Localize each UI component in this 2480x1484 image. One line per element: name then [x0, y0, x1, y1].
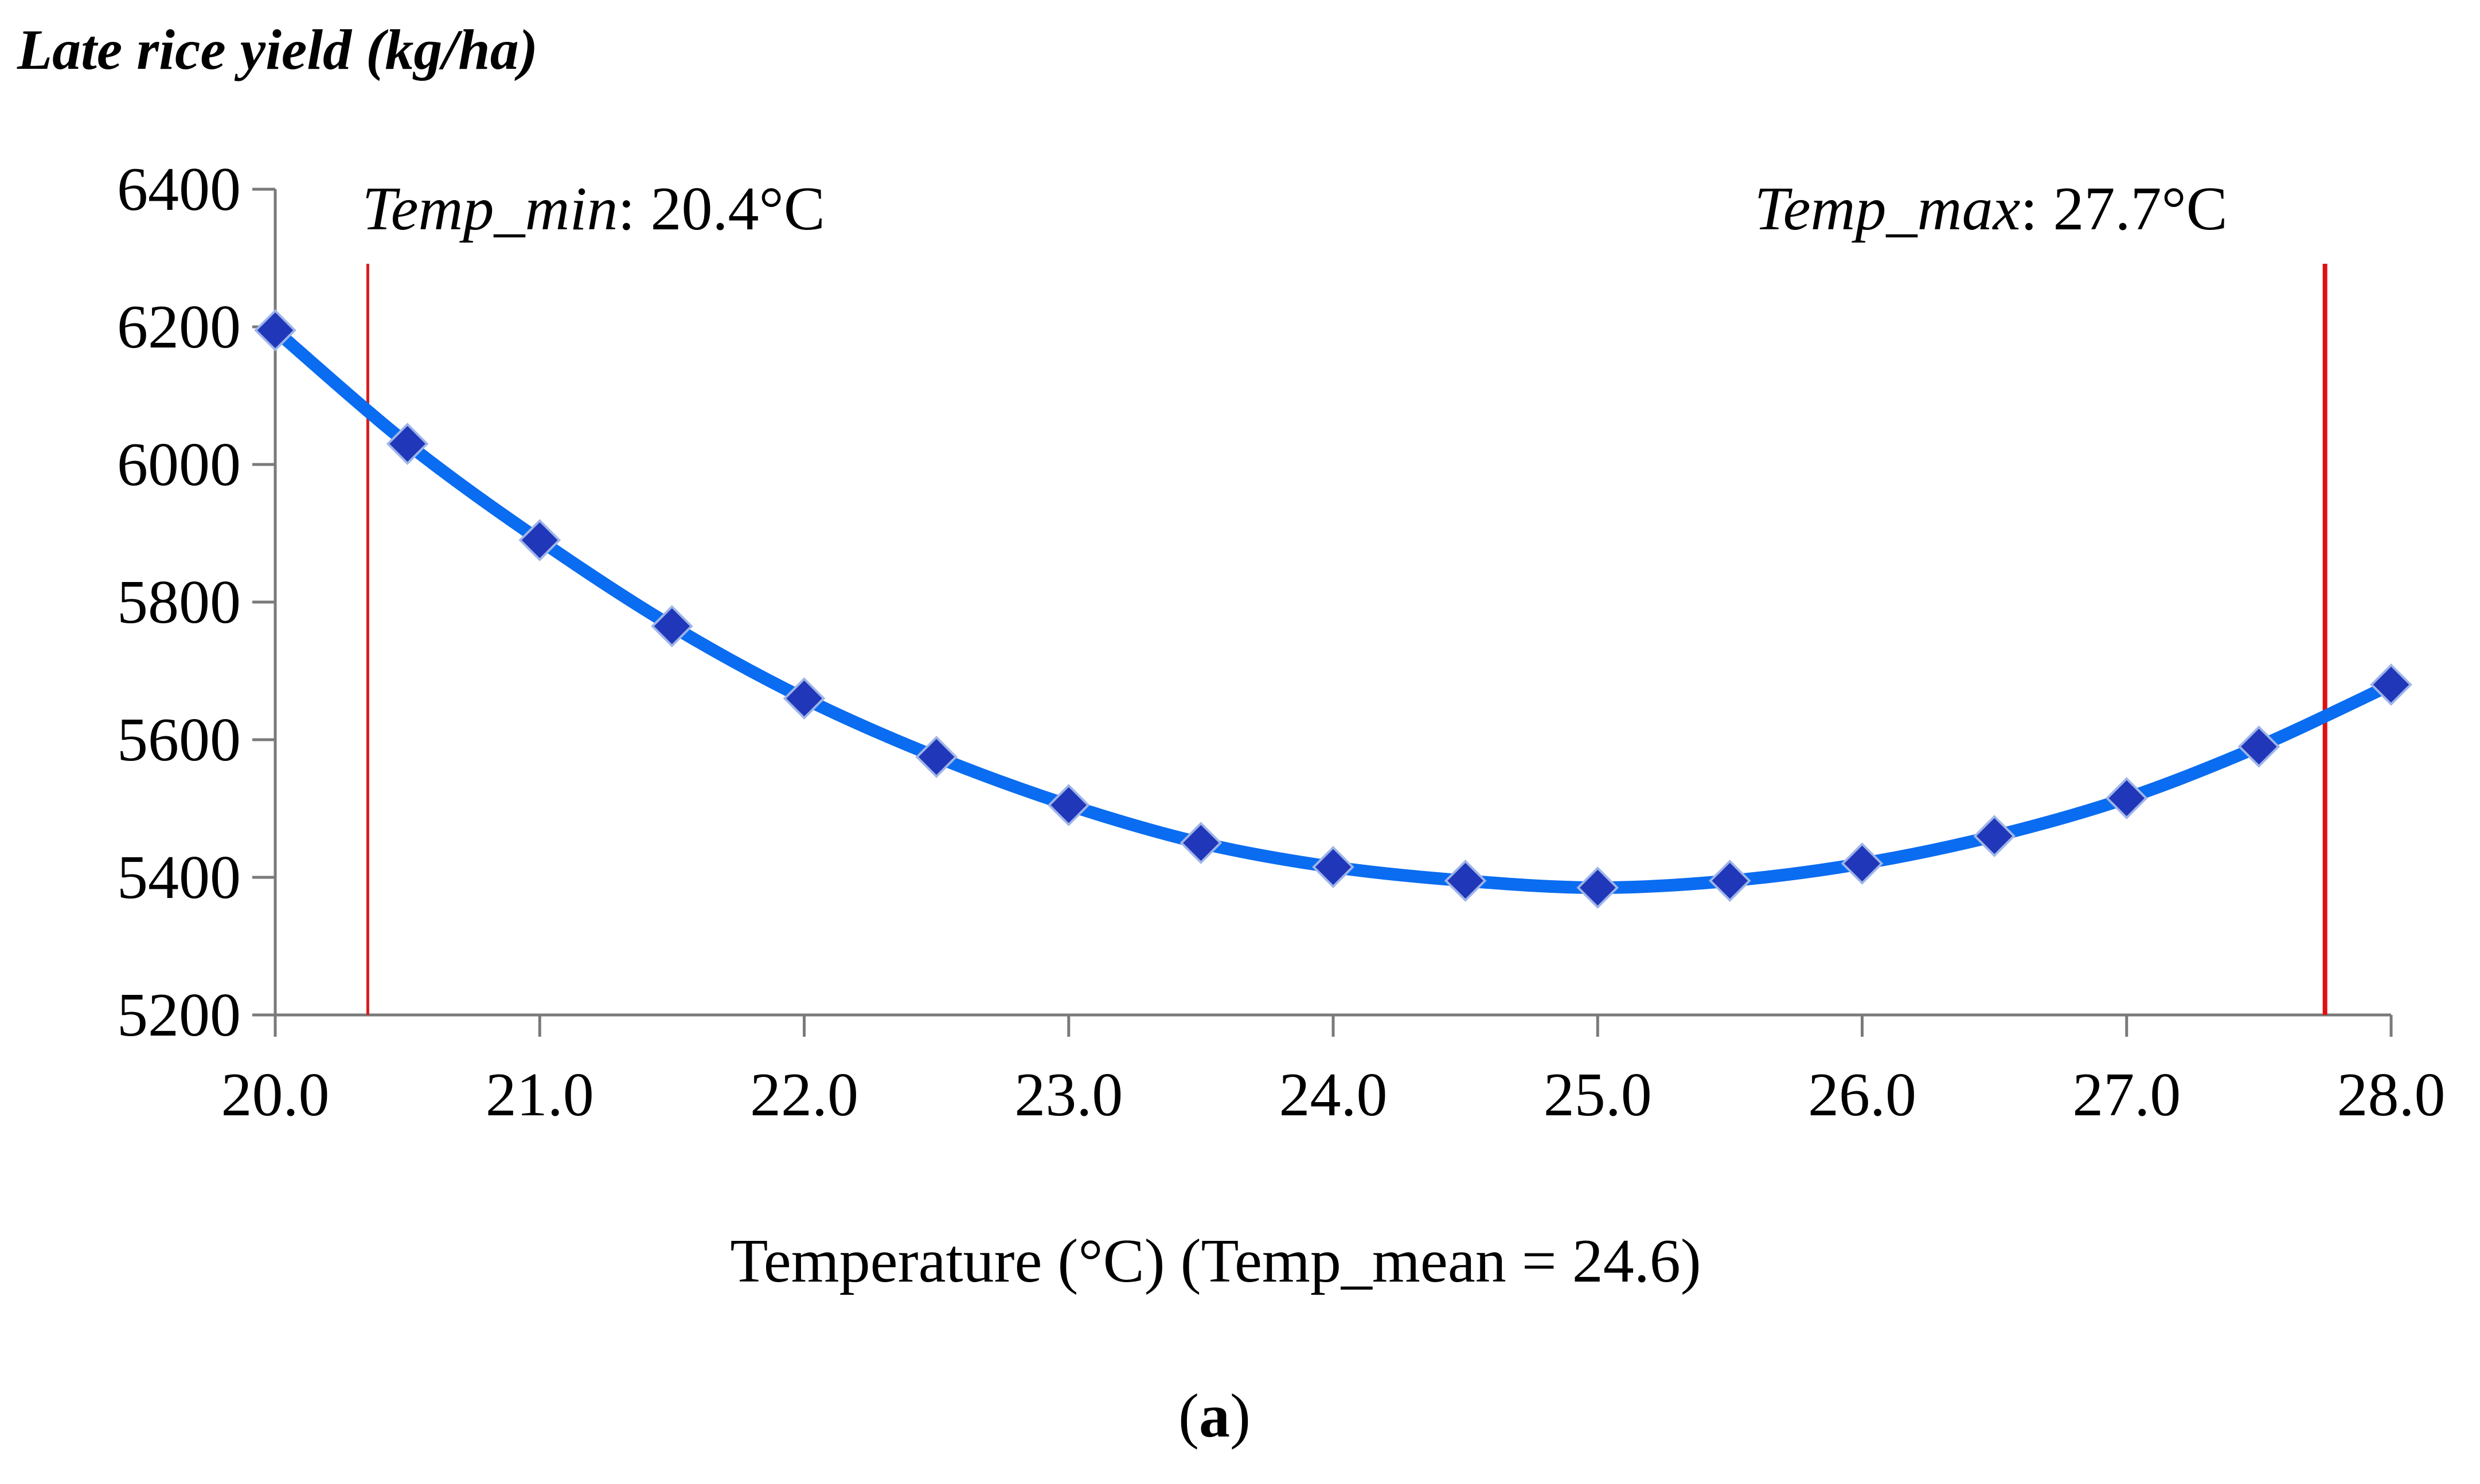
series-line	[269, 324, 2397, 895]
data-point	[1973, 815, 2016, 857]
temp-max-line-label-name: Temp_max	[1754, 175, 2020, 243]
x-tick-label: 27.0	[2072, 1061, 2181, 1129]
y-tick-label: 6400	[117, 155, 241, 224]
temp-max-line-label: Temp_max: 27.7°C	[1754, 175, 2227, 243]
data-point	[1444, 860, 1487, 902]
y-tick-label: 6000	[117, 431, 241, 499]
axes	[274, 189, 2391, 1017]
x-tick-label: 24.0	[1279, 1061, 1388, 1129]
x-tick-label: 26.0	[1808, 1061, 1916, 1129]
reference-lines: Temp_min: 20.4°C Temp_max: 27.7°C	[362, 175, 2327, 1015]
data-point	[783, 677, 826, 720]
temp-max-line-label-value: : 27.7°C	[2020, 175, 2227, 243]
x-tick-label: 20.0	[221, 1061, 330, 1129]
y-tick-label: 5200	[117, 981, 241, 1049]
y-tick-label: 5800	[117, 568, 241, 636]
data-point	[915, 736, 958, 778]
y-ticks: 5200 5400 5600 5800 6000 6200 6400	[117, 155, 275, 1049]
panel-label-letter: a	[1199, 1382, 1230, 1450]
data-point	[254, 309, 296, 352]
data-point	[651, 605, 693, 647]
data-point	[1312, 846, 1354, 888]
temp-min-line-label-name: Temp_min	[362, 175, 618, 243]
data-point	[1180, 822, 1223, 864]
temp-min-line-label-value: : 20.4°C	[618, 175, 825, 243]
x-tick-label: 25.0	[1544, 1061, 1652, 1129]
y-tick-label: 6200	[117, 293, 241, 361]
x-tick-label: 23.0	[1014, 1061, 1123, 1129]
x-ticks: 20.0 21.0 22.0 23.0 24.0 25.0 26.0 27.0 28.0	[221, 1015, 2446, 1129]
x-axis-label: Temperature (°C) (Temp_mean = 24.6)	[730, 1227, 1701, 1295]
data-point	[1576, 866, 1619, 909]
x-tick-label: 21.0	[486, 1061, 594, 1129]
x-tick-label: 28.0	[2337, 1061, 2446, 1129]
data-point	[1841, 842, 1884, 885]
data-point	[518, 519, 561, 561]
data-point	[386, 423, 429, 465]
y-tick-label: 5400	[117, 843, 241, 912]
data-point	[1709, 860, 1751, 902]
chart-title: Late rice yield (kg/ha)	[17, 18, 538, 81]
data-point	[1047, 784, 1090, 826]
data-point	[2237, 725, 2280, 768]
series	[254, 309, 2412, 909]
data-point	[2370, 663, 2412, 706]
y-tick-label: 5600	[117, 706, 241, 774]
x-tick-label: 22.0	[750, 1061, 858, 1129]
data-point	[2105, 777, 2148, 819]
panel-label: (a)	[1178, 1382, 1251, 1450]
temp-min-line-label: Temp_min: 20.4°C	[362, 175, 825, 243]
